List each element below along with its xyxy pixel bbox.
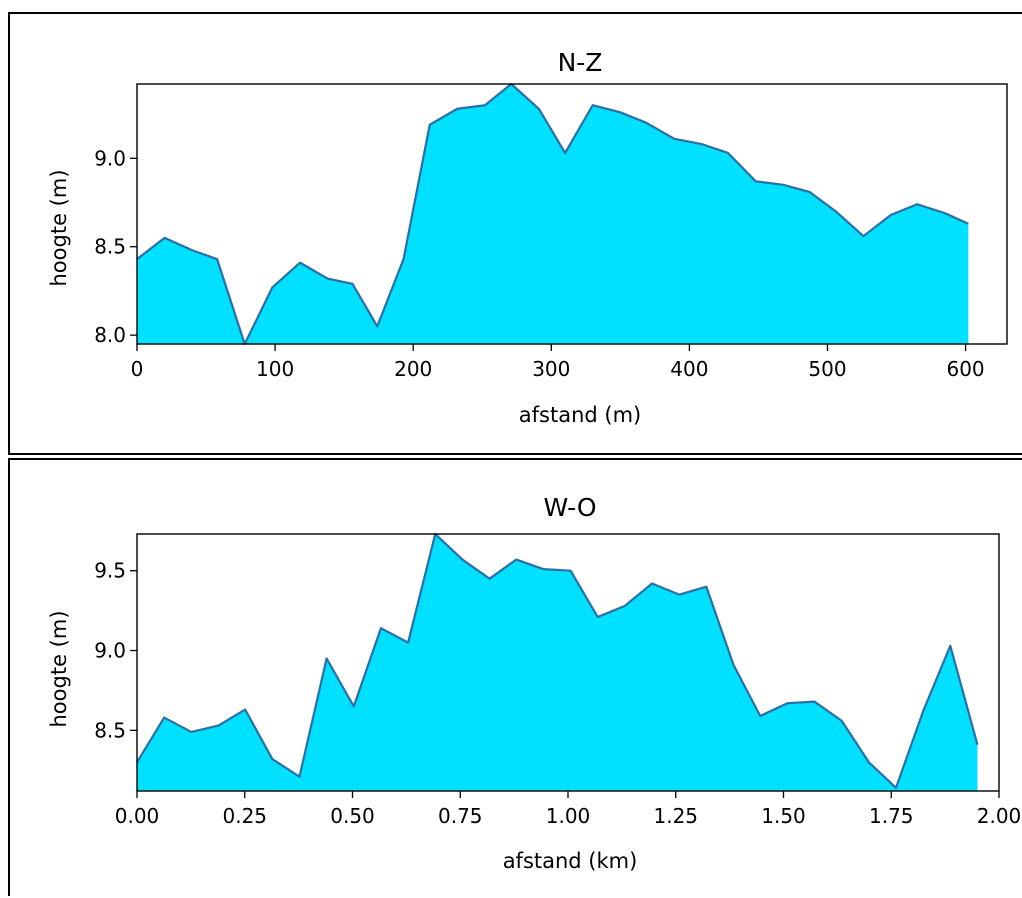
chart-title: W-O: [543, 493, 596, 522]
x-tick-label: 1.25: [653, 804, 698, 828]
x-tick-label: 200: [394, 357, 432, 381]
y-tick-label: 8.0: [94, 323, 126, 347]
y-axis-label: hoogte (m): [47, 169, 71, 286]
y-tick-label: 9.0: [94, 146, 126, 170]
x-tick-label: 0.75: [438, 804, 483, 828]
x-tick-label: 500: [808, 357, 846, 381]
x-tick-label: 1.75: [869, 804, 914, 828]
x-axis-label: afstand (km): [503, 849, 638, 873]
area-fill: [137, 84, 968, 344]
x-tick-label: 1.50: [761, 804, 806, 828]
y-ticks: 8.5 9.0 9.5: [94, 559, 137, 743]
x-tick-label: 600: [946, 357, 984, 381]
x-tick-label: 0: [131, 357, 144, 381]
chart-wo: W-O 0.00 0.25 0.50 0.75 1.00 1.25 1.50 1.75 2.00…: [10, 460, 1022, 898]
x-ticks: 0 100 200 300 400 500 600: [131, 344, 985, 381]
x-tick-label: 0.50: [330, 804, 375, 828]
plot-area: [137, 84, 1007, 344]
chart-panel-nz: N-Z 0 100 200 300 400 500 600 8.0 8.5 9.0 afstan…: [8, 12, 1022, 455]
area-fill: [137, 534, 977, 791]
y-tick-label: 8.5: [94, 718, 126, 742]
x-tick-label: 400: [670, 357, 708, 381]
plot-area: [137, 534, 999, 791]
x-tick-label: 100: [256, 357, 294, 381]
chart-title: N-Z: [558, 48, 603, 77]
x-tick-label: 2.00: [977, 804, 1022, 828]
x-ticks: 0.00 0.25 0.50 0.75 1.00 1.25 1.50 1.75 2.00: [115, 791, 1022, 828]
y-tick-label: 8.5: [94, 235, 126, 259]
chart-panel-wo: W-O 0.00 0.25 0.50 0.75 1.00 1.25 1.50 1.75 2.00…: [8, 458, 1022, 896]
x-tick-label: 1.00: [546, 804, 591, 828]
x-tick-label: 300: [532, 357, 570, 381]
chart-nz: N-Z 0 100 200 300 400 500 600 8.0 8.5 9.0 afstan…: [10, 14, 1022, 457]
y-ticks: 8.0 8.5 9.0: [94, 146, 137, 347]
y-axis-label: hoogte (m): [47, 610, 71, 727]
x-axis-label: afstand (m): [519, 403, 641, 427]
y-tick-label: 9.0: [94, 639, 126, 663]
x-tick-label: 0.25: [222, 804, 267, 828]
y-tick-label: 9.5: [94, 559, 126, 583]
x-tick-label: 0.00: [115, 804, 160, 828]
